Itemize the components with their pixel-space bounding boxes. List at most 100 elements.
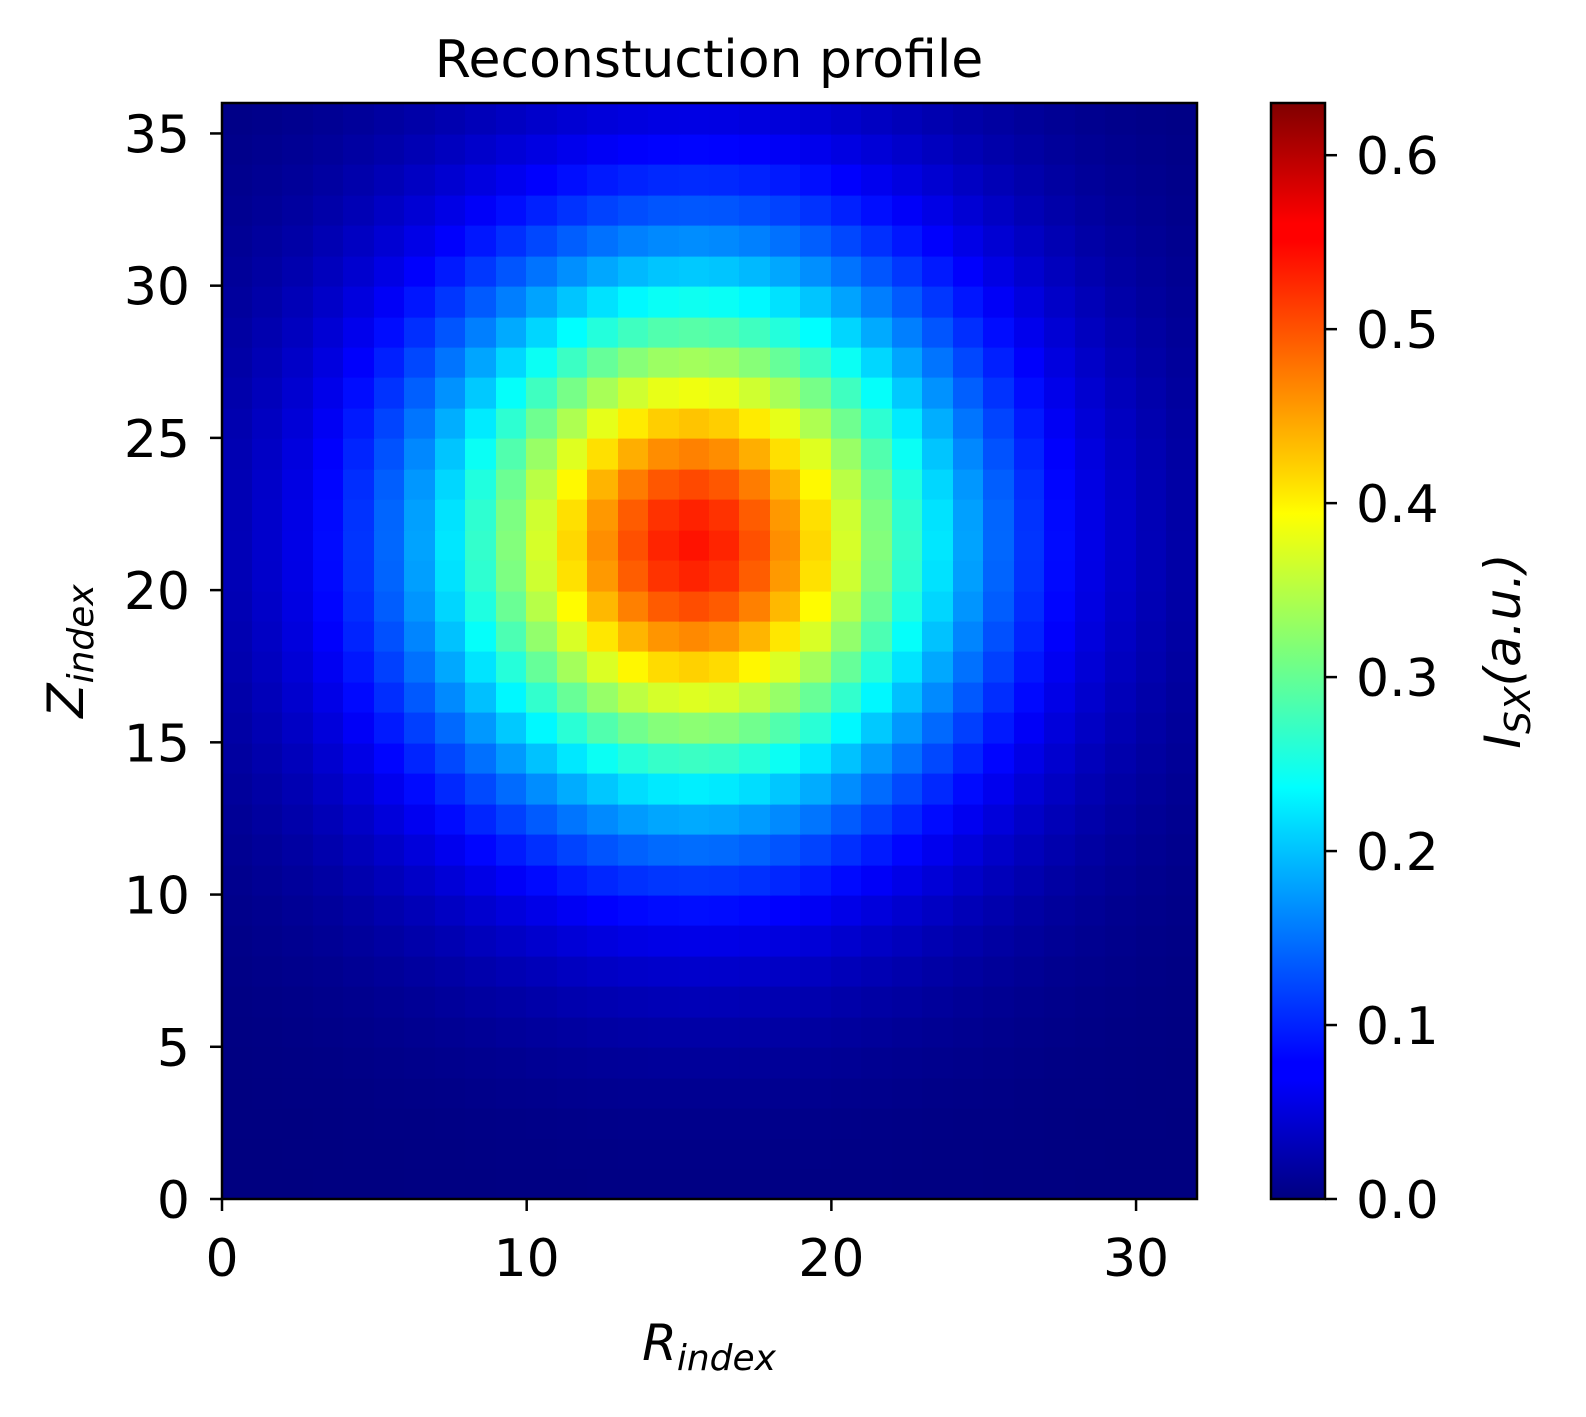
heatmap-cell [496,529,528,561]
heatmap-cell [1166,1107,1198,1140]
heatmap-cell [800,194,833,226]
heatmap-cell [557,681,589,713]
heatmap-cell [222,133,254,165]
heatmap-cell [1075,955,1107,987]
heatmap-cell [587,985,620,1018]
heatmap-cell [252,651,284,683]
heatmap-cell [435,529,467,561]
colorbar-label: ISX(a.u.) [1474,553,1539,748]
heatmap-cell [465,620,498,652]
heatmap-cell [953,468,985,500]
heatmap-cell [1105,864,1138,896]
heatmap-cell [648,316,681,348]
heatmap-cell [465,590,498,622]
heatmap-cell [465,833,498,866]
heatmap-cell [739,711,772,744]
heatmap-cell [1166,255,1198,287]
heatmap-cell [1014,803,1046,835]
heatmap-cell [587,1046,620,1079]
heatmap-cell [252,133,284,165]
heatmap-cell [983,437,1016,470]
heatmap-cell [526,194,559,226]
heatmap-cell [1075,255,1107,287]
heatmap-cell [709,1046,741,1079]
heatmap-cell [709,316,741,348]
heatmap-cell [922,163,955,196]
heatmap-cell [374,1168,406,1200]
heatmap-cell [1105,194,1138,226]
heatmap-cell [313,1107,345,1140]
heatmap-cell [1075,529,1107,561]
heatmap-cell [831,224,863,257]
heatmap-cell [1044,864,1077,896]
heatmap-cell [1166,772,1198,805]
heatmap-cell [1105,1016,1138,1048]
heatmap-cell [404,407,437,439]
heatmap-cell [313,133,345,165]
heatmap-cell [861,437,894,470]
heatmap-cell [1014,498,1046,531]
heatmap-cell [496,559,528,592]
heatmap-cell [618,651,650,683]
heatmap-cell [1014,1077,1046,1109]
heatmap-cell [282,955,315,987]
heatmap-cell [1014,377,1046,409]
heatmap-cell [983,620,1016,652]
heatmap-cell [1044,468,1077,500]
heatmap-cell [1105,590,1138,622]
heatmap-cell [800,1138,833,1170]
heatmap-cell [496,1168,528,1200]
heatmap-cell [313,681,345,713]
heatmap-cell [404,711,437,744]
heatmap-cell [953,1168,985,1200]
heatmap-cell [648,103,681,135]
heatmap-cell [282,985,315,1018]
heatmap-cell [404,194,437,226]
heatmap-cell [313,437,345,470]
heatmap-cell [1014,224,1046,257]
heatmap-cell [1136,742,1168,774]
colorbar-tick-label: 0.5 [1356,301,1439,361]
heatmap-cell [1044,742,1077,774]
heatmap-cell [587,255,620,287]
heatmap-cell [648,955,681,987]
heatmap-cell [1014,620,1046,652]
heatmap-cell [496,894,528,926]
heatmap-cell [1075,1107,1107,1140]
heatmap-cell [1014,559,1046,592]
heatmap-cell [1166,803,1198,835]
heatmap-cell [526,1046,559,1079]
heatmap-cell [222,468,254,500]
heatmap-cell [1044,255,1077,287]
heatmap-cell [282,925,315,957]
colorbar-ticks: 0.0 0.1 0.2 0.3 0.4 0.5 0.6 [1325,127,1439,1231]
heatmap-cell [648,681,681,713]
heatmap-cell [557,255,589,287]
heatmap-cell [1105,742,1138,774]
heatmap-cell [922,833,955,866]
y-tick-label: 5 [157,1019,190,1079]
heatmap-cell [1075,133,1107,165]
heatmap-cell [953,590,985,622]
heatmap-cell [496,1138,528,1170]
heatmap-cell [465,377,498,409]
heatmap-cell [1044,1138,1077,1170]
heatmap-cell [313,377,345,409]
heatmap-cell [1166,133,1198,165]
heatmap-cell [252,955,284,987]
heatmap-cell [1136,894,1168,926]
heatmap-cell [983,651,1016,683]
heatmap-cell [709,468,741,500]
heatmap-cell [861,377,894,409]
heatmap-cell [587,742,620,774]
heatmap-cell [679,590,711,622]
heatmap-cell [1166,833,1198,866]
heatmap-cell [618,103,650,135]
heatmap-cell [618,285,650,318]
heatmap-cell [679,529,711,561]
heatmap-cell [1136,529,1168,561]
heatmap-cell [831,163,863,196]
heatmap-cell [374,1107,406,1140]
heatmap-cell [282,498,315,531]
heatmap-cell [1136,559,1168,592]
